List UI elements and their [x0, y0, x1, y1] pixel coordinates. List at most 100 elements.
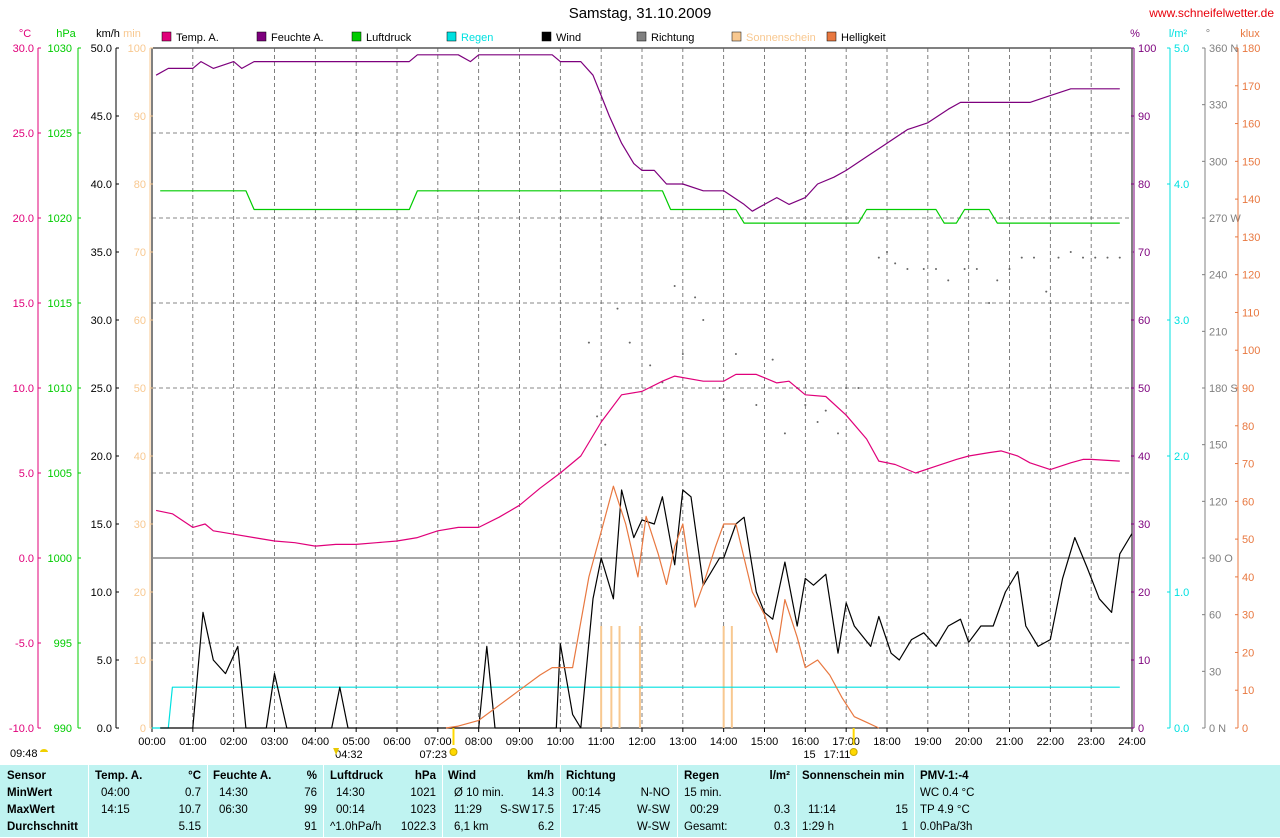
temp-tick-label: 5.0 [19, 468, 34, 480]
rain-tick-label: 5.0 [1174, 43, 1189, 55]
wind-tick-label: 20.0 [91, 451, 112, 463]
brightness-tick-label: 0 [1242, 723, 1248, 735]
legend-swatch-feuchte-a [256, 31, 267, 42]
humidity-tick-label: 40 [1138, 451, 1150, 463]
pressure-unit: hPa [414, 770, 436, 782]
sunshine-tick-label: 90 [134, 111, 146, 123]
sunshine-duration: 1:29 h [802, 821, 834, 833]
brightness-tick-label: 60 [1242, 496, 1254, 508]
direction-point [837, 432, 839, 435]
legend-swatch-helligkeit [826, 31, 837, 42]
stats-rain-column: Regen l/m² 15 min. 00:29 0.3 Gesamt: 0.3 [684, 770, 790, 838]
wind-header: Wind [448, 770, 476, 782]
pressure-avg: 1022.3 [400, 821, 436, 833]
website-link[interactable]: www.schneifelwetter.de [1149, 6, 1274, 20]
direction-point [1094, 256, 1097, 259]
pmv-header: PMV-1:-4 [920, 770, 969, 782]
series-line-wind [160, 489, 1133, 729]
column-divider [560, 765, 561, 837]
legend-label-temp-a: Temp. A. [176, 32, 219, 44]
brightness-tick-label: 170 [1242, 81, 1260, 93]
series-line-helligkeit [445, 485, 880, 729]
stats-direction-column: Richtung 00:14 N-NO 17:45 W-SW W-SW [566, 770, 670, 838]
direction-point [628, 341, 631, 344]
sunshine-tick-label: 70 [134, 247, 146, 259]
pressure-max-time: 00:14 [336, 804, 365, 816]
row-label-max: MaxWert [7, 804, 55, 816]
legend-swatch-richtung [636, 31, 647, 42]
humidity-min-time: 14:30 [219, 787, 248, 799]
direction-point [734, 353, 737, 355]
humidity-tick-label: 0 [1138, 723, 1144, 735]
humidity-unit: % [306, 770, 317, 782]
x-tick-label: 01:00 [179, 736, 207, 748]
pressure-trend: ^1.0hPa/h [330, 821, 382, 833]
direction-tick-label: 360 N [1209, 43, 1238, 55]
direction-point [681, 353, 684, 355]
column-divider [207, 765, 208, 837]
x-tick-label: 17:00 [832, 736, 860, 748]
column-divider [88, 765, 89, 837]
brightness-tick-label: 80 [1242, 421, 1254, 433]
legend-swatch-wind [541, 31, 552, 42]
wind-tick-label: 0.0 [97, 723, 112, 735]
temp-tick-label: 20.0 [13, 213, 34, 225]
rain-header: Regen [684, 770, 720, 782]
column-divider [323, 765, 324, 837]
x-tick-label: 09:00 [506, 736, 534, 748]
wind-avg10-value: 14.3 [531, 787, 554, 799]
humidity-tick-label: 10 [1138, 655, 1150, 667]
direction-point [771, 358, 774, 361]
direction-point [975, 268, 978, 270]
pressure-min-time: 14:30 [336, 787, 365, 799]
pmv-dewpoint: TP 4.9 °C [920, 804, 970, 816]
x-tick-label: 08:00 [465, 736, 493, 748]
temp-min: 0.7 [185, 787, 201, 799]
direction-point [616, 307, 619, 310]
humidity-tick-label: 70 [1138, 247, 1150, 259]
wind-tick-label: 5.0 [97, 655, 112, 667]
pressure-tick-label: 1000 [48, 553, 72, 565]
direction-unit-label: ° [1206, 28, 1210, 40]
humidity-tick-label: 100 [1138, 43, 1156, 55]
stats-wind-column: Wind km/h Ø 10 min. 14.3 11:29 S-SW 17.5 6,1… [448, 770, 554, 838]
rain-total-value: 0.3 [774, 821, 790, 833]
temp-tick-label: 30.0 [13, 43, 34, 55]
direction-point [1057, 256, 1060, 259]
series-line-luftdruck [160, 190, 1120, 224]
pressure-tick-label: 1030 [48, 43, 72, 55]
stats-panel: Sensor MinWert MaxWert Durchschnitt Temp… [0, 765, 1280, 837]
stats-sensor-column: Sensor MinWert MaxWert Durchschnitt [7, 770, 87, 838]
direction-point [845, 387, 848, 389]
x-tick-label: 20:00 [955, 736, 983, 748]
brightness-tick-label: 30 [1242, 610, 1254, 622]
moonset-time-right: 15 [803, 749, 815, 761]
x-tick-label: 13:00 [669, 736, 697, 748]
direction-tick-label: 120 [1209, 496, 1227, 508]
direction-point [1020, 256, 1023, 259]
direction-min-value: N-NO [640, 787, 670, 799]
direction-point [996, 279, 999, 282]
temp-tick-label: 10.0 [13, 383, 34, 395]
sunshine-tick-label: 20 [134, 587, 146, 599]
brightness-tick-label: 100 [1242, 345, 1260, 357]
wind-tick-label: 35.0 [91, 247, 112, 259]
x-tick-label: 10:00 [547, 736, 575, 748]
sunshine-tick-label: 40 [134, 451, 146, 463]
stats-pmv-column: PMV-1:-4 WC 0.4 °C TP 4.9 °C 0.0hPa/3h [920, 770, 1026, 838]
temp-min-time: 04:00 [101, 787, 130, 799]
temp-tick-label: 0.0 [19, 553, 34, 565]
legend-label-luftdruck: Luftdruck [366, 32, 412, 44]
direction-point [1008, 268, 1011, 270]
pressure-tick-label: 1020 [48, 213, 72, 225]
wind-tick-label: 30.0 [91, 315, 112, 327]
direction-tick-label: 150 [1209, 440, 1227, 452]
x-tick-label: 12:00 [628, 736, 656, 748]
direction-point [906, 268, 909, 270]
sensor-header: Sensor [7, 770, 46, 782]
humidity-tick-label: 50 [1138, 383, 1150, 395]
brightness-tick-label: 70 [1242, 459, 1254, 471]
brightness-tick-label: 150 [1242, 156, 1260, 168]
series-line-feuchte-a [155, 54, 1120, 212]
pressure-max: 1023 [410, 804, 436, 816]
